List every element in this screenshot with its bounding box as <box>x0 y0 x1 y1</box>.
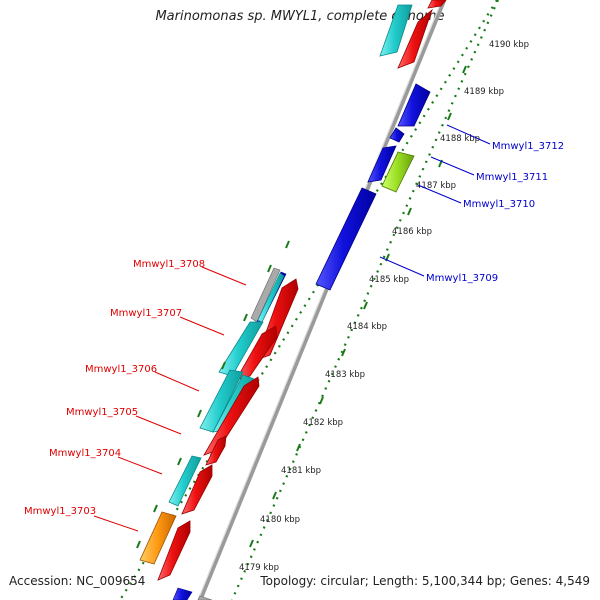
gene-label-mmwyl1-3705[interactable]: Mmwyl1_3705 <box>66 407 138 418</box>
gene-block-cyan-3704[interactable] <box>168 455 202 507</box>
gene-block-red-top[interactable] <box>397 8 433 69</box>
tick-label-4186: 4186 kbp <box>392 227 432 237</box>
gene-block-orange-3703[interactable] <box>139 511 177 565</box>
map-title: Marinomonas sp. MWYL1, complete genome <box>155 9 445 24</box>
kbp-tick-labels: 4179 kbp 4180 kbp 4181 kbp 4182 kbp 4183… <box>239 40 529 573</box>
gene-block-red-3704b[interactable] <box>181 464 213 515</box>
tick-label-4181: 4181 kbp <box>281 466 321 476</box>
gene-block-red-3703[interactable] <box>157 520 191 581</box>
outer-tick-dashes <box>249 65 467 548</box>
gene-block-cyan-top[interactable] <box>379 4 413 57</box>
gene-block-blue-3711-small[interactable] <box>389 127 405 143</box>
gene-label-mmwyl1-3709[interactable]: Mmwyl1_3709 <box>426 273 498 284</box>
gene-block-grey-bottom[interactable] <box>197 595 213 600</box>
gene-label-mmwyl1-3708[interactable]: Mmwyl1_3708 <box>133 259 205 270</box>
gene-label-mmwyl1-3707[interactable]: Mmwyl1_3707 <box>110 308 182 319</box>
inner-tick-dashes <box>136 240 290 549</box>
gene-block-blue-bottom[interactable] <box>172 587 193 600</box>
gene-block-blue-3711[interactable] <box>367 145 397 183</box>
gene-block-blue-3709[interactable] <box>315 187 377 291</box>
genome-info-text: Topology: circular; Length: 5,100,344 bp… <box>260 574 590 588</box>
gene-block-blue-3712[interactable] <box>397 83 431 127</box>
accession-text: Accession: NC_009654 <box>9 574 146 588</box>
tick-label-4185: 4185 kbp <box>369 275 409 285</box>
gene-label-mmwyl1-3703[interactable]: Mmwyl1_3703 <box>24 506 96 517</box>
gene-block-red-3705[interactable] <box>203 376 260 456</box>
gene-block-green-3710[interactable] <box>381 151 415 193</box>
tick-label-4187: 4187 kbp <box>416 181 456 191</box>
tick-label-4180: 4180 kbp <box>260 515 300 525</box>
gene-label-mmwyl1-3704[interactable]: Mmwyl1_3704 <box>49 448 121 459</box>
gene-block-red-top2[interactable] <box>427 0 447 9</box>
reverse-gene-labels: Mmwyl1_3709 Mmwyl1_3710 Mmwyl1_3711 Mmwy… <box>379 124 564 284</box>
gene-label-mmwyl1-3711[interactable]: Mmwyl1_3711 <box>476 172 548 183</box>
dotted-track-inner <box>230 0 500 600</box>
forward-gene-labels: Mmwyl1_3703 Mmwyl1_3704 Mmwyl1_3705 Mmwy… <box>24 259 247 532</box>
tick-label-4190: 4190 kbp <box>489 40 529 50</box>
gene-label-mmwyl1-3706[interactable]: Mmwyl1_3706 <box>85 364 157 375</box>
reverse-gene-blocks <box>315 83 431 291</box>
dotted-track-outer <box>119 0 498 600</box>
tick-label-4184: 4184 kbp <box>347 322 387 332</box>
forward-gene-blocks <box>139 0 447 600</box>
tick-label-4179: 4179 kbp <box>239 563 279 573</box>
genome-backbone <box>197 0 447 600</box>
tick-label-4183: 4183 kbp <box>325 370 365 380</box>
gene-label-mmwyl1-3712[interactable]: Mmwyl1_3712 <box>492 141 564 152</box>
gene-label-mmwyl1-3710[interactable]: Mmwyl1_3710 <box>463 199 535 210</box>
gene-block-red-3704[interactable] <box>205 435 227 466</box>
tick-label-4182: 4182 kbp <box>303 418 343 428</box>
tick-label-4188: 4188 kbp <box>440 134 480 144</box>
tick-label-4189: 4189 kbp <box>464 87 504 97</box>
